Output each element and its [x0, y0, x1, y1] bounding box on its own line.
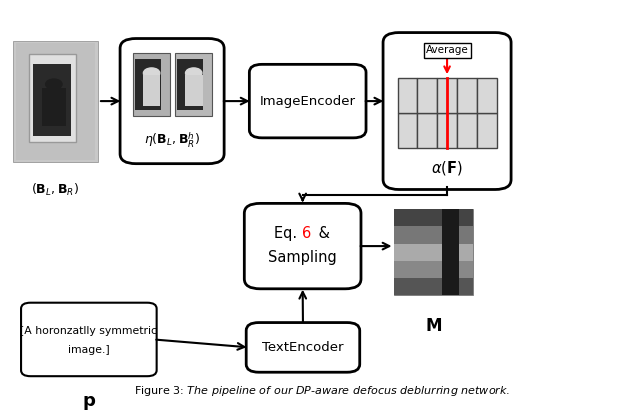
FancyBboxPatch shape	[21, 303, 157, 376]
Circle shape	[186, 68, 202, 78]
Text: $\alpha(\mathbf{F})$: $\alpha(\mathbf{F})$	[431, 158, 463, 177]
Circle shape	[143, 68, 160, 78]
Text: TextEncoder: TextEncoder	[262, 341, 344, 354]
Text: Eq.: Eq.	[274, 226, 301, 241]
FancyBboxPatch shape	[13, 40, 98, 162]
FancyBboxPatch shape	[143, 75, 161, 106]
FancyBboxPatch shape	[250, 64, 366, 138]
Text: 6: 6	[302, 226, 311, 241]
Text: ImageEncoder: ImageEncoder	[260, 94, 356, 108]
Text: &: &	[314, 226, 330, 241]
FancyBboxPatch shape	[394, 209, 473, 226]
Text: [A horonzatlly symmetric: [A horonzatlly symmetric	[20, 326, 157, 336]
FancyBboxPatch shape	[135, 59, 161, 110]
FancyBboxPatch shape	[394, 260, 473, 277]
FancyBboxPatch shape	[417, 78, 437, 113]
FancyBboxPatch shape	[477, 113, 497, 148]
Text: $\eta(\mathbf{B}_L, \mathbf{B}_R^h)$: $\eta(\mathbf{B}_L, \mathbf{B}_R^h)$	[144, 130, 200, 149]
FancyBboxPatch shape	[394, 243, 473, 260]
Text: Figure 3: $\it{The\ pipeline\ of\ our\ DP\text{-}aware\ defocus\ deblurring\ net: Figure 3: $\it{The\ pipeline\ of\ our\ D…	[134, 384, 510, 398]
FancyBboxPatch shape	[120, 39, 224, 163]
FancyBboxPatch shape	[246, 322, 360, 372]
FancyBboxPatch shape	[394, 209, 473, 295]
FancyBboxPatch shape	[437, 78, 457, 113]
Text: $\mathbf{M}$: $\mathbf{M}$	[426, 317, 442, 334]
FancyBboxPatch shape	[397, 113, 417, 148]
FancyBboxPatch shape	[394, 226, 473, 243]
FancyBboxPatch shape	[383, 32, 511, 189]
FancyBboxPatch shape	[477, 78, 497, 113]
FancyBboxPatch shape	[442, 209, 459, 295]
FancyBboxPatch shape	[397, 78, 417, 113]
Text: Sampling: Sampling	[268, 250, 337, 265]
FancyBboxPatch shape	[16, 42, 95, 160]
FancyBboxPatch shape	[417, 113, 437, 148]
FancyBboxPatch shape	[33, 64, 71, 136]
FancyBboxPatch shape	[175, 53, 212, 116]
Text: $(\mathbf{B}_L, \mathbf{B}_R)$: $(\mathbf{B}_L, \mathbf{B}_R)$	[31, 181, 79, 198]
Text: $\mathbf{p}$: $\mathbf{p}$	[82, 394, 96, 412]
FancyBboxPatch shape	[437, 113, 457, 148]
FancyBboxPatch shape	[132, 53, 170, 116]
FancyBboxPatch shape	[29, 54, 76, 142]
FancyBboxPatch shape	[185, 75, 202, 106]
FancyBboxPatch shape	[457, 78, 477, 113]
Text: image.]: image.]	[68, 345, 109, 355]
FancyBboxPatch shape	[177, 59, 203, 110]
Circle shape	[45, 79, 62, 89]
Text: Average: Average	[426, 45, 468, 55]
FancyBboxPatch shape	[244, 203, 361, 289]
FancyBboxPatch shape	[42, 88, 67, 126]
FancyBboxPatch shape	[394, 277, 473, 295]
FancyBboxPatch shape	[457, 113, 477, 148]
